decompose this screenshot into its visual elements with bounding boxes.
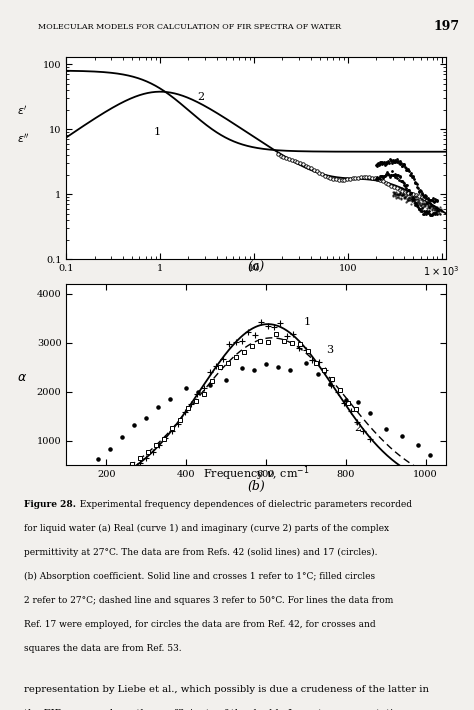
Text: 2: 2 [198,92,205,102]
Text: (b): (b) [247,480,265,493]
Text: $\alpha$: $\alpha$ [17,371,27,384]
Text: representation by Liebe et al., which possibly is due a crudeness of the latter : representation by Liebe et al., which po… [24,685,428,694]
Text: 197: 197 [434,20,460,33]
Text: Experimental frequency dependences of dielectric parameters recorded: Experimental frequency dependences of di… [74,500,412,509]
Text: permittivity at 27°C. The data are from Refs. 42 (solid lines) and 17 (circles).: permittivity at 27°C. The data are from … [24,548,377,557]
Text: for liquid water (a) Real (curve 1) and imaginary (curve 2) parts of the complex: for liquid water (a) Real (curve 1) and … [24,524,389,533]
Text: 3: 3 [326,346,333,356]
Text: (a): (a) [247,261,264,274]
Text: Figure 28.: Figure 28. [24,500,76,509]
Text: Frequency $\nu$, cm$^{-1}$: Frequency $\nu$, cm$^{-1}$ [203,464,309,483]
Text: $\varepsilon''$: $\varepsilon''$ [17,132,29,145]
Text: Ref. 17 were employed, for circles the data are from Ref. 42, for crosses and: Ref. 17 were employed, for circles the d… [24,620,375,629]
Text: MOLECULAR MODELS FOR CALCULATION OF FIR SPECTRA OF WATER: MOLECULAR MODELS FOR CALCULATION OF FIR … [38,23,341,31]
Text: 1: 1 [154,128,161,138]
Text: (b) Absorption coefficient. Solid line and crosses 1 refer to 1°C; filled circle: (b) Absorption coefficient. Solid line a… [24,572,375,581]
Text: 1: 1 [304,317,311,327]
Text: the FIR range, where the coefficients of the double-Lorentz representation are: the FIR range, where the coefficients of… [24,709,426,710]
Text: squares the data are from Ref. 53.: squares the data are from Ref. 53. [24,644,182,653]
Text: 2 refer to 27°C; dashed line and squares 3 refer to 50°C. For lines the data fro: 2 refer to 27°C; dashed line and squares… [24,596,393,605]
Text: 2: 2 [354,422,361,433]
Text: $\varepsilon'$: $\varepsilon'$ [17,104,27,116]
